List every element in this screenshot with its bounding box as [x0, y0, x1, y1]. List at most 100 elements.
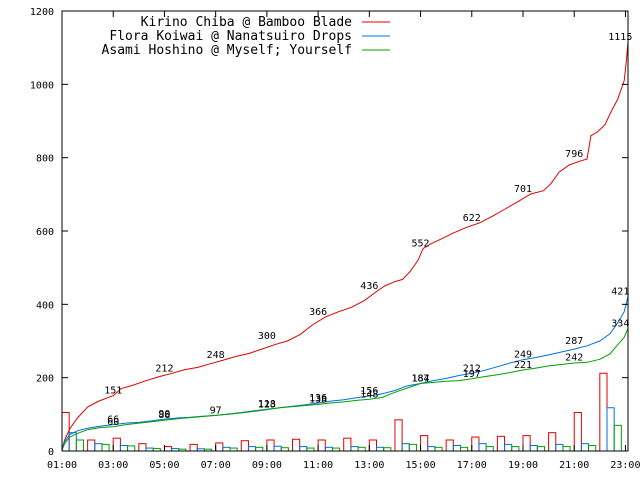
x-tick-label: 05:00	[149, 460, 179, 471]
data-label: 156	[360, 386, 378, 397]
legend-entry-label: Flora Koiwai @ Nanatsuiro Drops	[109, 29, 352, 44]
x-tick-label: 09:00	[252, 460, 282, 471]
hourly-bar	[529, 445, 538, 452]
hourly-bar	[588, 445, 597, 452]
plot-border	[61, 10, 629, 452]
hourly-bar	[548, 432, 557, 452]
hourly-bar	[273, 445, 282, 452]
series-line	[61, 328, 629, 451]
hourly-bar	[452, 445, 462, 452]
data-label: 436	[360, 281, 378, 292]
y-tick-label: 400	[36, 300, 54, 311]
x-tick-label: 07:00	[201, 460, 231, 471]
hourly-bar	[324, 446, 333, 452]
x-tick-label: 13:00	[354, 460, 384, 471]
hourly-bar	[536, 446, 546, 452]
hourly-bar	[485, 446, 494, 452]
hourly-bar	[119, 445, 129, 452]
data-label: 118	[258, 399, 276, 410]
hourly-bar	[189, 443, 198, 452]
y-tick-label: 200	[36, 374, 54, 385]
hourly-bar	[163, 446, 173, 452]
data-label: 334	[611, 319, 629, 330]
data-label: 197	[463, 369, 481, 380]
data-label: 221	[514, 360, 532, 371]
axes: 0 200 400 600 800 1000 1200 01:00 03:00 05:00 07:0…	[30, 7, 640, 471]
legend-entry-label: Asami Hoshino @ Myself; Yourself	[102, 43, 352, 58]
hourly-bar	[420, 435, 429, 452]
x-tick-label: 23:00	[610, 460, 640, 471]
hourly-bar	[222, 446, 231, 452]
hourly-bar	[101, 443, 110, 452]
hourly-bar	[401, 443, 410, 452]
hourly-bar	[291, 438, 301, 452]
hourly-bar	[496, 435, 506, 452]
data-label: 138	[309, 394, 327, 405]
data-label: 212	[155, 363, 173, 374]
y-tick-label: 600	[36, 227, 54, 238]
data-labels: 151 212 248 300 366 436 552 622 701 796 1115 66 90 97…	[104, 32, 632, 428]
hourly-bar	[555, 443, 564, 452]
hourly-bar	[299, 446, 308, 452]
hourly-bar	[408, 443, 417, 452]
data-label: 187	[412, 374, 430, 385]
data-label: 796	[565, 149, 583, 160]
data-label: 90	[158, 409, 170, 420]
data-label: 88	[158, 410, 170, 421]
hourly-bar	[317, 439, 326, 452]
data-label: 184	[412, 374, 430, 385]
data-label: 123	[258, 400, 276, 411]
data-label: 366	[309, 307, 327, 318]
data-label: 421	[611, 287, 629, 298]
hourly-bar	[511, 446, 520, 452]
x-tick-label: 01:00	[47, 460, 77, 471]
hourly-bar	[562, 446, 571, 452]
hourly-bar	[87, 439, 96, 452]
hourly-bar	[127, 445, 136, 452]
series-line	[61, 296, 629, 451]
data-label: 300	[258, 331, 276, 342]
hourly-bar	[240, 440, 249, 452]
hourly-bar	[573, 412, 582, 452]
data-label: 136	[309, 393, 327, 404]
data-label: 151	[104, 386, 122, 397]
data-label: 248	[207, 350, 225, 361]
data-label: 701	[514, 184, 532, 195]
data-label: 148	[360, 389, 378, 400]
data-label: 242	[565, 352, 583, 363]
data-label: 622	[463, 213, 481, 224]
hourly-bar	[368, 439, 378, 452]
x-tick-label: 21:00	[559, 460, 589, 471]
hourly-bar	[445, 439, 454, 452]
hourly-bar	[138, 443, 147, 452]
hourly-bar	[94, 443, 103, 452]
data-label: 60	[107, 417, 119, 428]
hourly-bar	[599, 372, 608, 452]
data-label: 97	[210, 405, 222, 416]
hourly-bar	[357, 446, 366, 452]
y-tick-label: 1000	[30, 80, 54, 91]
data-label: 287	[565, 336, 583, 347]
hourly-bar	[471, 436, 480, 452]
y-tick-label: 0	[48, 447, 54, 458]
series-line	[61, 42, 629, 450]
hourly-bar	[75, 439, 85, 452]
data-label: 212	[463, 363, 481, 374]
hourly-bar	[606, 407, 615, 452]
hourly-bar	[266, 439, 275, 452]
hourly-bar	[504, 443, 513, 452]
y-tick-label: 800	[36, 154, 54, 165]
hourly-bar	[350, 446, 359, 452]
x-tick-label: 03:00	[98, 460, 128, 471]
data-label: 66	[107, 415, 119, 426]
hourly-bar	[255, 446, 264, 452]
hourly-bar	[613, 424, 622, 452]
hourly-bar	[394, 419, 403, 452]
data-label: 249	[514, 350, 532, 361]
hourly-bar	[427, 446, 436, 452]
hourly-bars	[61, 372, 622, 452]
hourly-bar	[580, 443, 590, 452]
hourly-bar	[343, 437, 352, 452]
